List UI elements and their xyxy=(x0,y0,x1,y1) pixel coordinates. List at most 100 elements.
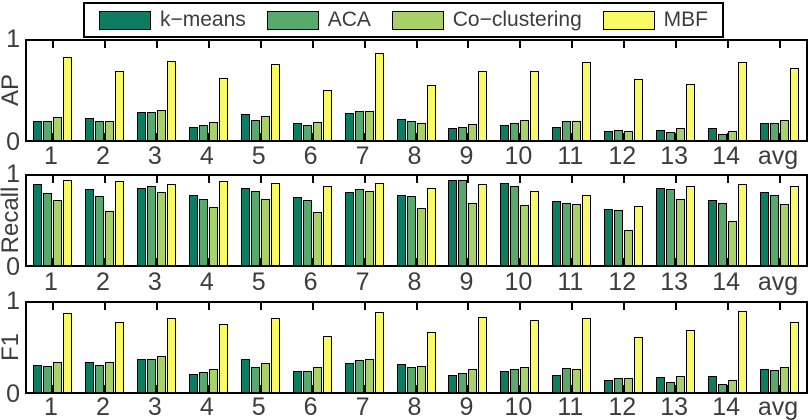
x-tick-label: 3 xyxy=(147,268,162,296)
x-axis-tick xyxy=(415,385,418,392)
x-axis-tick xyxy=(467,303,470,310)
k-means-bar xyxy=(760,369,770,392)
aca-bar xyxy=(198,199,208,265)
aca-bar xyxy=(458,373,468,392)
mbf-bar xyxy=(166,61,176,140)
x-axis-tick xyxy=(727,133,730,140)
x-tick-label: avg xyxy=(757,393,799,420)
mbf-bar xyxy=(270,64,280,140)
co-clustering-bar xyxy=(260,116,270,140)
mbf-bar xyxy=(62,313,72,392)
aca-bar xyxy=(354,360,364,392)
aca-bar xyxy=(770,195,780,265)
mbf-bar xyxy=(738,184,748,265)
aca-bar xyxy=(510,369,520,392)
x-axis-tick xyxy=(727,258,730,265)
aca-bar xyxy=(770,370,780,392)
x-axis-tick xyxy=(311,385,314,392)
co-clustering-bar xyxy=(208,207,218,265)
x-tick-label: 9 xyxy=(459,142,474,170)
x-axis-tick xyxy=(155,133,158,140)
k-means-bar xyxy=(344,192,354,265)
co-clustering-bar xyxy=(364,359,374,392)
x-axis-tick xyxy=(207,385,210,392)
co-clustering-bar xyxy=(468,124,478,140)
mbf-bar xyxy=(374,312,384,392)
k-means-bar xyxy=(188,195,198,265)
k-means-bar xyxy=(136,359,146,392)
k-means-bar xyxy=(240,114,250,140)
co-clustering-bar xyxy=(104,211,114,265)
x-axis-tick xyxy=(519,41,522,48)
aca-bar xyxy=(562,121,572,140)
x-axis-tick xyxy=(155,176,158,183)
k-means-bar xyxy=(32,365,42,392)
k-means-bar xyxy=(292,123,302,140)
x-axis-tick xyxy=(51,176,54,183)
x-axis-tick xyxy=(155,258,158,265)
x-axis-tick xyxy=(779,133,782,140)
x-tick-label: 4 xyxy=(199,142,214,170)
mbf-bar xyxy=(322,336,332,392)
x-tick-label: 12 xyxy=(608,393,637,420)
k-means-bar xyxy=(188,374,198,392)
x-axis-tick xyxy=(779,385,782,392)
x-axis-tick xyxy=(675,258,678,265)
mbf-bar xyxy=(322,186,332,265)
ap-plot-area xyxy=(25,39,808,142)
aca-bar xyxy=(406,196,416,265)
legend: k−means ACA Co−clustering MBF xyxy=(83,2,724,38)
x-axis-tick xyxy=(207,258,210,265)
k-means-bar xyxy=(500,125,510,140)
x-axis-tick xyxy=(779,303,782,310)
x-axis-tick xyxy=(467,133,470,140)
aca-bar xyxy=(614,130,624,140)
x-axis-tick xyxy=(259,303,262,310)
legend-item-aca: ACA xyxy=(266,8,371,32)
co-clustering-bar xyxy=(52,117,62,140)
mbf-bar xyxy=(218,181,228,265)
aca-bar xyxy=(302,371,312,392)
k-means-bar xyxy=(448,180,458,265)
x-axis-tick xyxy=(467,258,470,265)
aca-bar xyxy=(94,121,104,140)
aca-bar xyxy=(94,365,104,392)
mbf-bar xyxy=(634,79,644,140)
x-tick-label: 12 xyxy=(608,142,637,170)
mbf-bar xyxy=(478,71,488,140)
k-means-bar xyxy=(396,195,406,265)
mbf-bar xyxy=(582,62,592,140)
x-tick-label: 5 xyxy=(251,142,266,170)
x-axis-tick xyxy=(519,176,522,183)
co-clustering-bar xyxy=(520,120,530,140)
aca-bar xyxy=(198,372,208,392)
co-clustering-bar xyxy=(468,369,478,392)
x-axis-tick xyxy=(363,133,366,140)
k-means-bar xyxy=(708,200,718,265)
aca-bar xyxy=(718,203,728,265)
x-axis-tick xyxy=(623,176,626,183)
mbf-bar xyxy=(530,191,540,265)
co-clustering-bar xyxy=(572,121,582,140)
x-tick-label: 4 xyxy=(199,393,214,420)
x-axis-tick xyxy=(155,41,158,48)
x-axis-tick xyxy=(103,133,106,140)
x-axis-tick xyxy=(623,258,626,265)
aca-bar xyxy=(146,186,156,265)
x-axis-tick xyxy=(207,133,210,140)
x-axis-tick xyxy=(519,385,522,392)
x-axis-tick xyxy=(51,303,54,310)
x-axis-tick xyxy=(623,133,626,140)
k-means-bar xyxy=(656,377,666,392)
mbf-bar xyxy=(426,188,436,265)
k-means-bar xyxy=(32,121,42,140)
x-tick-label: 13 xyxy=(660,142,689,170)
x-axis-tick xyxy=(155,385,158,392)
aca-bar xyxy=(770,123,780,140)
x-tick-label: avg xyxy=(757,142,799,170)
x-axis-tick xyxy=(103,258,106,265)
legend-item-mbf: MBF xyxy=(602,8,708,32)
k-means-bar xyxy=(552,127,562,140)
x-tick-label: 10 xyxy=(504,268,533,296)
mbf-bar xyxy=(218,324,228,392)
